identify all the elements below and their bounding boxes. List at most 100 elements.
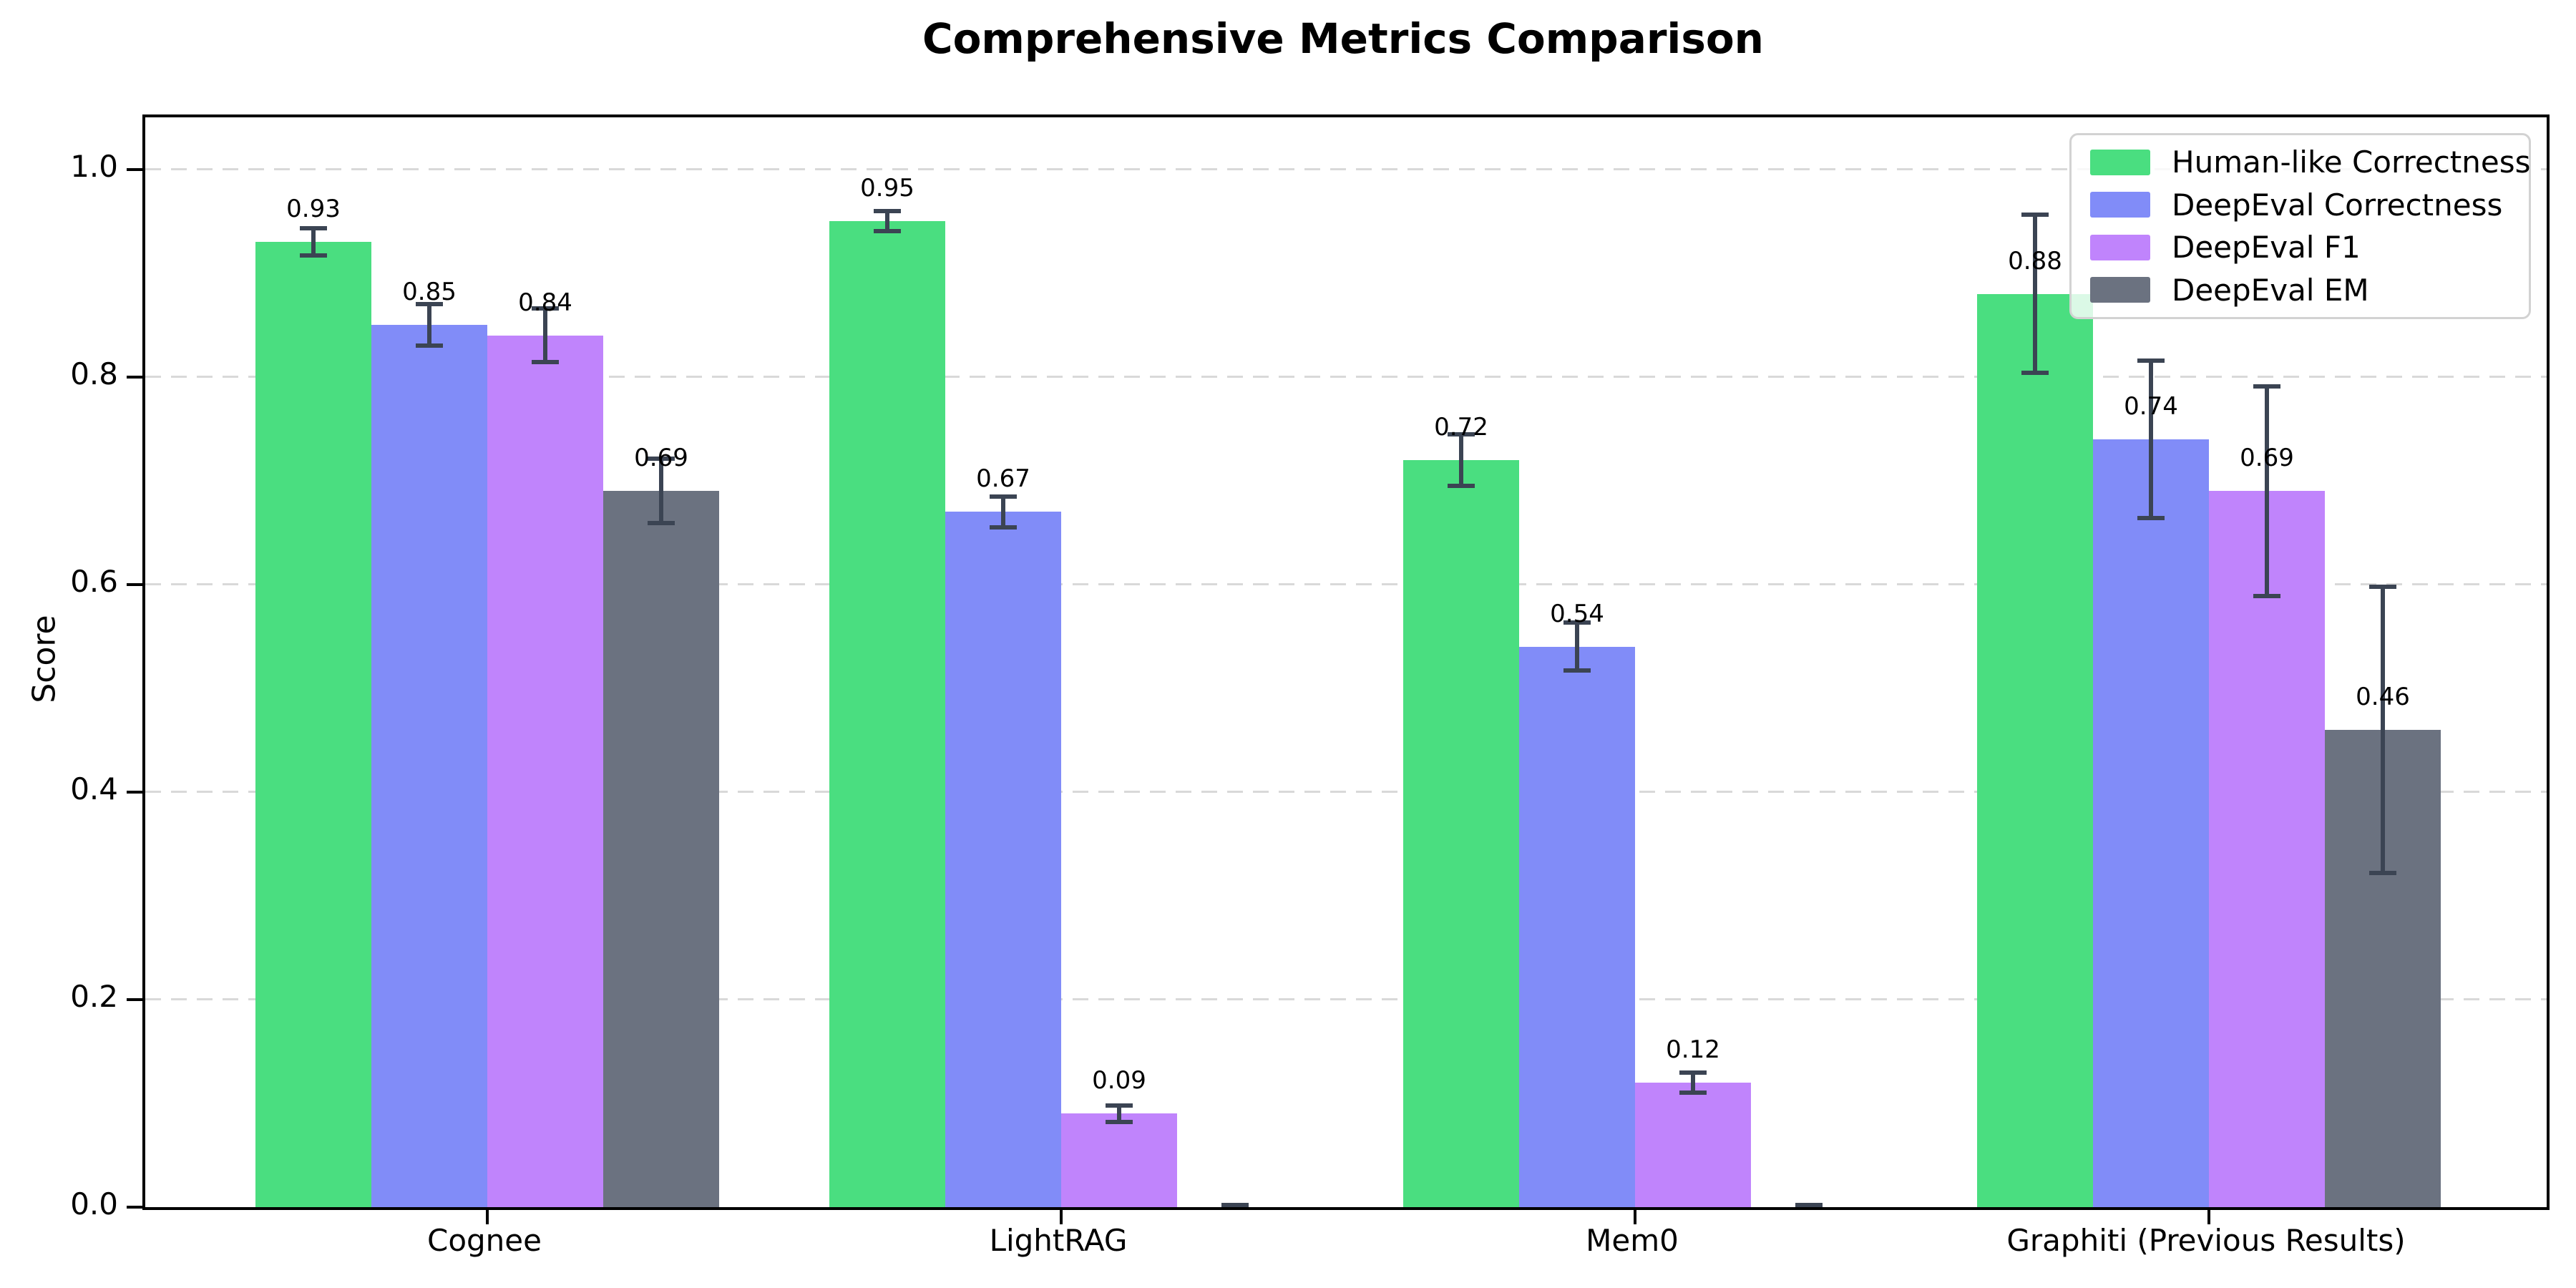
error-bar: [1459, 431, 1463, 488]
x-axis-tick: [1060, 1210, 1063, 1224]
y-axis-tick: [127, 1206, 142, 1209]
error-bar: [2265, 384, 2269, 598]
error-bar-cap-bottom: [416, 343, 443, 348]
gridline: [145, 376, 2547, 379]
bar: [1403, 459, 1519, 1207]
legend-swatch: [2090, 149, 2150, 175]
y-axis-tick: [127, 167, 142, 171]
error-bar-cap-bottom: [874, 229, 901, 234]
gridline: [145, 791, 2547, 794]
legend-label: DeepEval F1: [2172, 230, 2361, 265]
bar: [829, 221, 945, 1207]
plot-area: 0.93 0.85 0.84 0.69 0.95 0.67 0.09 0.72 0.54 0.12…: [127, 114, 2550, 1224]
x-tick-label: Graphiti (Previous Results): [2006, 1223, 2406, 1258]
error-bar: [1691, 1070, 1695, 1096]
error-bar-cap-top: [2137, 358, 2165, 363]
error-bar-cap-top: [1795, 1203, 1823, 1208]
bar: [1519, 646, 1635, 1207]
x-tick-label: LightRAG: [989, 1223, 1128, 1258]
legend-swatch: [2090, 234, 2150, 260]
value-label: 0.95: [860, 174, 914, 203]
error-bar-cap-bottom: [990, 525, 1017, 530]
bar: [2093, 439, 2209, 1207]
legend-swatch: [2090, 277, 2150, 303]
error-bar: [2149, 358, 2153, 520]
value-label: 0.72: [1434, 412, 1488, 441]
legend-label: DeepEval EM: [2172, 272, 2369, 308]
x-axis-tick: [2207, 1210, 2210, 1224]
error-bar-cap-top: [2021, 213, 2049, 218]
bar: [945, 512, 1061, 1207]
error-bar-cap-bottom: [648, 521, 675, 526]
error-bar: [1575, 620, 1579, 673]
error-bar-cap-bottom: [2369, 870, 2396, 875]
bar: [603, 491, 719, 1207]
legend-swatch: [2090, 192, 2150, 218]
error-bar-cap-top: [648, 457, 675, 462]
error-bar-cap-bottom: [532, 360, 559, 365]
x-tick-label: Mem0: [1586, 1223, 1679, 1258]
chart-title: Comprehensive Metrics Comparison: [922, 14, 1764, 63]
error-bar: [1117, 1103, 1121, 1124]
error-bar-cap-bottom: [2253, 593, 2280, 598]
value-label: 0.54: [1550, 599, 1604, 628]
error-bar-cap-bottom: [1106, 1119, 1133, 1124]
error-bar-cap-top: [1221, 1203, 1249, 1208]
error-bar: [427, 302, 431, 348]
error-bar-cap-top: [1563, 620, 1591, 625]
value-label: 0.88: [2008, 246, 2062, 275]
error-bar-cap-top: [1106, 1103, 1133, 1108]
error-bar: [2033, 213, 2037, 375]
value-label: 0.69: [2240, 444, 2294, 473]
bar: [1977, 293, 2093, 1207]
value-label: 0.69: [634, 444, 688, 473]
error-bar: [2381, 584, 2385, 875]
bar: [1635, 1082, 1751, 1207]
value-label: 0.84: [518, 288, 572, 317]
legend-item: Human-like Correctness: [2072, 145, 2531, 180]
error-bar-cap-bottom: [1448, 483, 1475, 488]
value-label: 0.74: [2124, 391, 2178, 421]
x-tick-label: Cognee: [427, 1223, 542, 1258]
value-label: 0.12: [1666, 1035, 1720, 1064]
error-bar-cap-top: [1448, 431, 1475, 436]
y-tick-label: 0.0: [70, 1186, 118, 1221]
error-bar-cap-top: [300, 226, 327, 231]
value-label: 0.09: [1092, 1066, 1146, 1096]
y-tick-label: 0.8: [70, 356, 118, 391]
legend-label: Human-like Correctness: [2172, 145, 2531, 180]
bar: [1061, 1113, 1177, 1207]
value-label: 0.85: [402, 278, 457, 307]
error-bar-cap-top: [532, 306, 559, 311]
error-bar-cap-top: [416, 302, 443, 307]
bar: [487, 335, 603, 1207]
y-tick-label: 0.4: [70, 771, 118, 806]
error-bar: [659, 457, 663, 526]
error-bar: [543, 306, 547, 365]
error-bar-cap-bottom: [1679, 1091, 1707, 1096]
bar: [2209, 491, 2325, 1207]
gridline: [145, 998, 2547, 1001]
error-bar-cap-bottom: [2137, 515, 2165, 520]
legend: Human-like Correctness DeepEval Correctne…: [2069, 133, 2531, 319]
y-axis-title: Score: [26, 615, 63, 703]
y-tick-label: 0.6: [70, 563, 118, 599]
y-axis-tick: [127, 790, 142, 794]
legend-label: DeepEval Correctness: [2172, 187, 2503, 223]
bar: [255, 242, 371, 1207]
legend-item: DeepEval EM: [2072, 273, 2529, 308]
error-bar-cap-bottom: [1563, 668, 1591, 673]
error-bar: [311, 226, 316, 258]
gridline: [145, 583, 2547, 586]
x-axis-tick: [486, 1210, 489, 1224]
error-bar-cap-bottom: [300, 253, 327, 258]
error-bar-cap-top: [990, 494, 1017, 499]
error-bar-cap-top: [1679, 1070, 1707, 1075]
error-bar-cap-top: [2253, 384, 2280, 389]
error-bar-cap-bottom: [2021, 370, 2049, 375]
legend-item: DeepEval Correctness: [2072, 187, 2529, 223]
x-axis-tick: [1634, 1210, 1636, 1224]
value-label: 0.67: [976, 464, 1030, 494]
error-bar-cap-top: [2369, 584, 2396, 589]
